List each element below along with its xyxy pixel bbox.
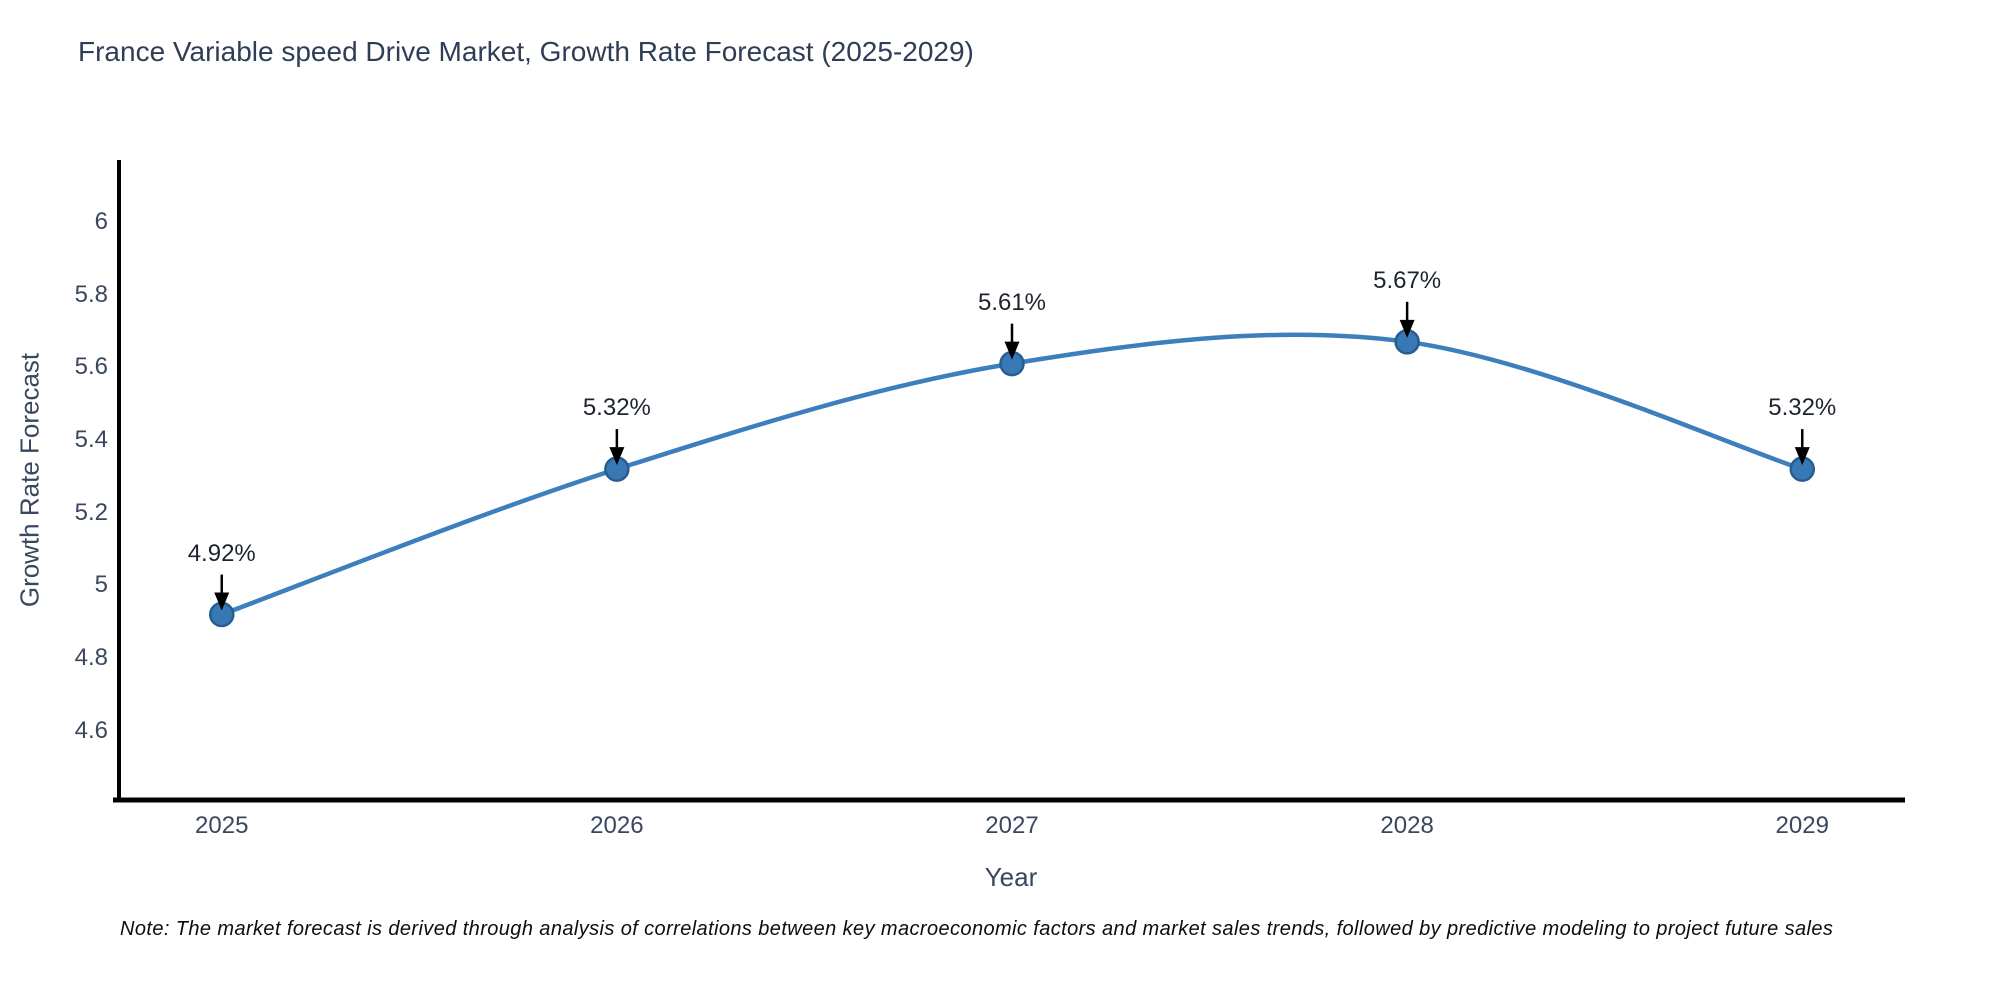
x-tick-label: 2029 xyxy=(1775,812,1829,839)
forecast-line xyxy=(220,332,1803,617)
y-tick-label: 4.8 xyxy=(74,644,108,672)
annotation-arrow-head xyxy=(1794,447,1810,466)
y-tick-label: 5.8 xyxy=(74,280,108,308)
data-point-annotation: 5.32% xyxy=(582,394,651,422)
annotation-arrow-head xyxy=(1399,319,1415,338)
chart-title: France Variable speed Drive Market, Grow… xyxy=(78,36,974,67)
data-point-annotation: 5.67% xyxy=(1373,266,1442,294)
x-tick-label: 2028 xyxy=(1380,812,1434,839)
x-tick-label: 2027 xyxy=(985,812,1039,839)
x-tick-label: 2025 xyxy=(195,812,249,839)
annotation-arrow-head xyxy=(1004,341,1020,360)
x-tick-label: 2026 xyxy=(590,812,644,839)
x-axis-label: Year xyxy=(984,862,1038,892)
y-tick-label: 5.6 xyxy=(74,353,108,381)
annotation-arrow-head xyxy=(609,447,625,466)
y-tick-label: 5.4 xyxy=(74,426,108,453)
y-tick-label: 4.6 xyxy=(74,716,108,744)
y-tick-label: 6 xyxy=(94,207,108,235)
data-point-annotation: 5.32% xyxy=(1768,394,1837,422)
y-tick-label: 5 xyxy=(94,571,108,599)
data-point-annotation: 4.92% xyxy=(187,539,256,567)
footnote: Note: The market forecast is derived thr… xyxy=(120,918,1834,940)
annotation-arrow-head xyxy=(214,592,230,611)
data-point-annotation: 5.61% xyxy=(977,288,1047,316)
y-tick-label: 5.2 xyxy=(74,498,108,526)
